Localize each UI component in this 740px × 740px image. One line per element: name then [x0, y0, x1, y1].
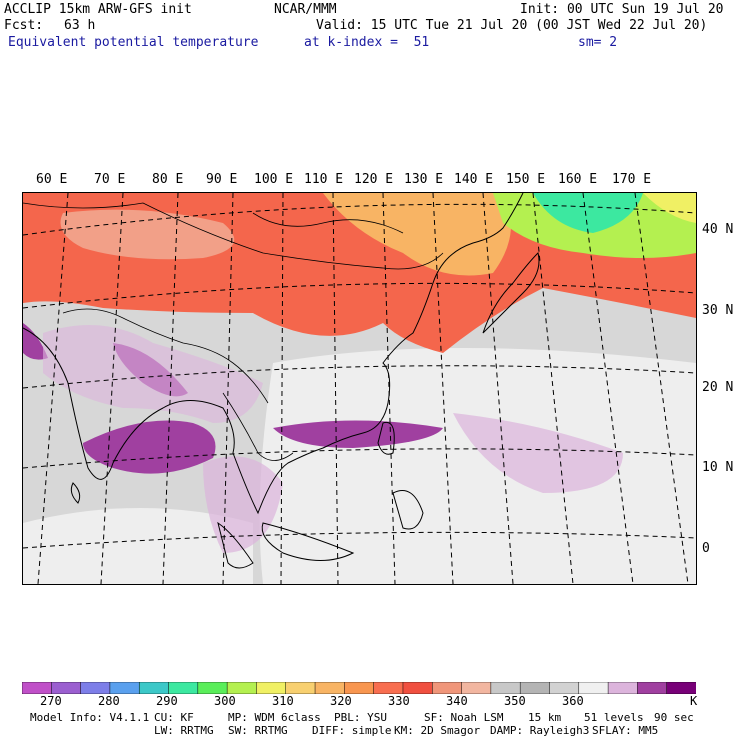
lat-label: 40 N [702, 222, 734, 237]
level-info: at k-index = 51 [304, 35, 430, 50]
forecast-label: Fcst: [4, 18, 44, 33]
colorbar-swatch [51, 682, 82, 694]
model-info-item: MP: WDM 6class [228, 711, 321, 724]
colorbar-swatch [226, 682, 258, 694]
arabian-sea-maximum [23, 323, 48, 360]
map-canvas [23, 193, 696, 584]
model-info-item: CU: KF [154, 711, 194, 724]
colorbar-swatch [432, 682, 463, 694]
country-borders [23, 202, 444, 461]
colorbar-tick: 290 [156, 694, 178, 708]
model-info-item: 90 sec [654, 711, 694, 724]
plateau-field [60, 209, 235, 260]
colorbar-tick: 340 [446, 694, 468, 708]
lat-label: 20 N [702, 380, 734, 395]
colorbar-tick: 270 [40, 694, 62, 708]
colorbar-swatch [138, 682, 170, 694]
colorbar-tick: 310 [272, 694, 294, 708]
field-name: Equivalent potential temperature [8, 35, 259, 50]
lon-label: 90 E [206, 172, 238, 187]
colorbar-swatch [80, 682, 111, 694]
model-info-item: DIFF: simple [312, 724, 392, 737]
lat-label: 10 N [702, 460, 734, 475]
lon-label: 160 E [558, 172, 598, 187]
colorbar-tick: 300 [214, 694, 236, 708]
colorbar-swatch [490, 682, 521, 694]
lon-label: 80 E [152, 172, 184, 187]
colorbar-swatch [402, 682, 434, 694]
model-info-item: LW: RRTMG [154, 724, 214, 737]
lat-label: 30 N [702, 303, 734, 318]
colorbar-swatch [256, 682, 287, 694]
colorbar-swatch [549, 682, 580, 694]
model-info-item: PBL: YSU [334, 711, 387, 724]
colorbar [22, 682, 696, 694]
model-title: ACCLIP 15km ARW-GFS init [4, 2, 192, 17]
colorbar-tick: 350 [504, 694, 526, 708]
model-info-item: 51 levels [584, 711, 644, 724]
colorbar-tick: 320 [330, 694, 352, 708]
colorbar-swatch [344, 682, 375, 694]
western-pacific-field [453, 413, 623, 493]
colorbar-tick: 280 [98, 694, 120, 708]
tropical-ocean-field [259, 348, 696, 584]
lon-label: 100 E [254, 172, 294, 187]
coastlines [23, 193, 540, 569]
colorbar-swatch [519, 682, 551, 694]
forecast-hour: 63 h [64, 18, 96, 33]
colorbar-swatch [285, 682, 316, 694]
lon-label: 150 E [506, 172, 546, 187]
cool-air-field [533, 193, 643, 233]
colorbar-swatch [607, 682, 639, 694]
north-china-field [323, 193, 511, 276]
model-info-item: KM: 2D Smagor [394, 724, 481, 737]
model-info-item: SW: RRTMG [228, 724, 288, 737]
colorbar-swatch [373, 682, 404, 694]
lon-label: 60 E [36, 172, 68, 187]
india-monsoon-field [43, 325, 263, 423]
lon-label: 70 E [94, 172, 126, 187]
model-info-item: SF: Noah LSM [424, 711, 504, 724]
model-info-item: DAMP: Rayleigh3 [490, 724, 590, 737]
colorbar-swatch [666, 682, 696, 694]
lat-label: 0 [702, 541, 710, 556]
colorbar-swatch [109, 682, 140, 694]
init-time: Init: 00 UTC Sun 19 Jul 20 [520, 2, 724, 17]
colorbar-swatch [578, 682, 609, 694]
south-ocean-field [23, 508, 253, 584]
colorbar-swatch [461, 682, 492, 694]
smoothing-info: sm= 2 [578, 35, 618, 50]
longitude-labels: 60 E 70 E 80 E 90 E 100 E 110 E 120 E 13… [22, 172, 702, 188]
valid-time: Valid: 15 UTC Tue 21 Jul 20 (00 JST Wed … [316, 18, 708, 33]
colorbar-swatch [168, 682, 199, 694]
model-info-item: SFLAY: MM5 [592, 724, 659, 737]
warm-front-field [643, 193, 696, 223]
lon-label: 140 E [454, 172, 494, 187]
model-info-item: Model Info: V4.1.1 [30, 711, 150, 724]
theta-e-map [22, 192, 697, 585]
model-info-item: 15 km [528, 711, 562, 724]
colorbar-unit: K [690, 694, 698, 708]
colorbar-tick: 330 [388, 694, 410, 708]
colorbar-swatch [22, 682, 53, 694]
center-label: NCAR/MMM [274, 2, 337, 17]
lon-label: 110 E [304, 172, 344, 187]
colorbar-tick: 360 [562, 694, 584, 708]
colorbar-swatch [314, 682, 346, 694]
lon-label: 120 E [354, 172, 394, 187]
indian-ocean-field [203, 456, 283, 553]
lon-label: 170 E [612, 172, 652, 187]
colorbar-swatch [637, 682, 668, 694]
colorbar-swatch [197, 682, 228, 694]
graticule [23, 193, 696, 584]
lon-label: 130 E [404, 172, 444, 187]
